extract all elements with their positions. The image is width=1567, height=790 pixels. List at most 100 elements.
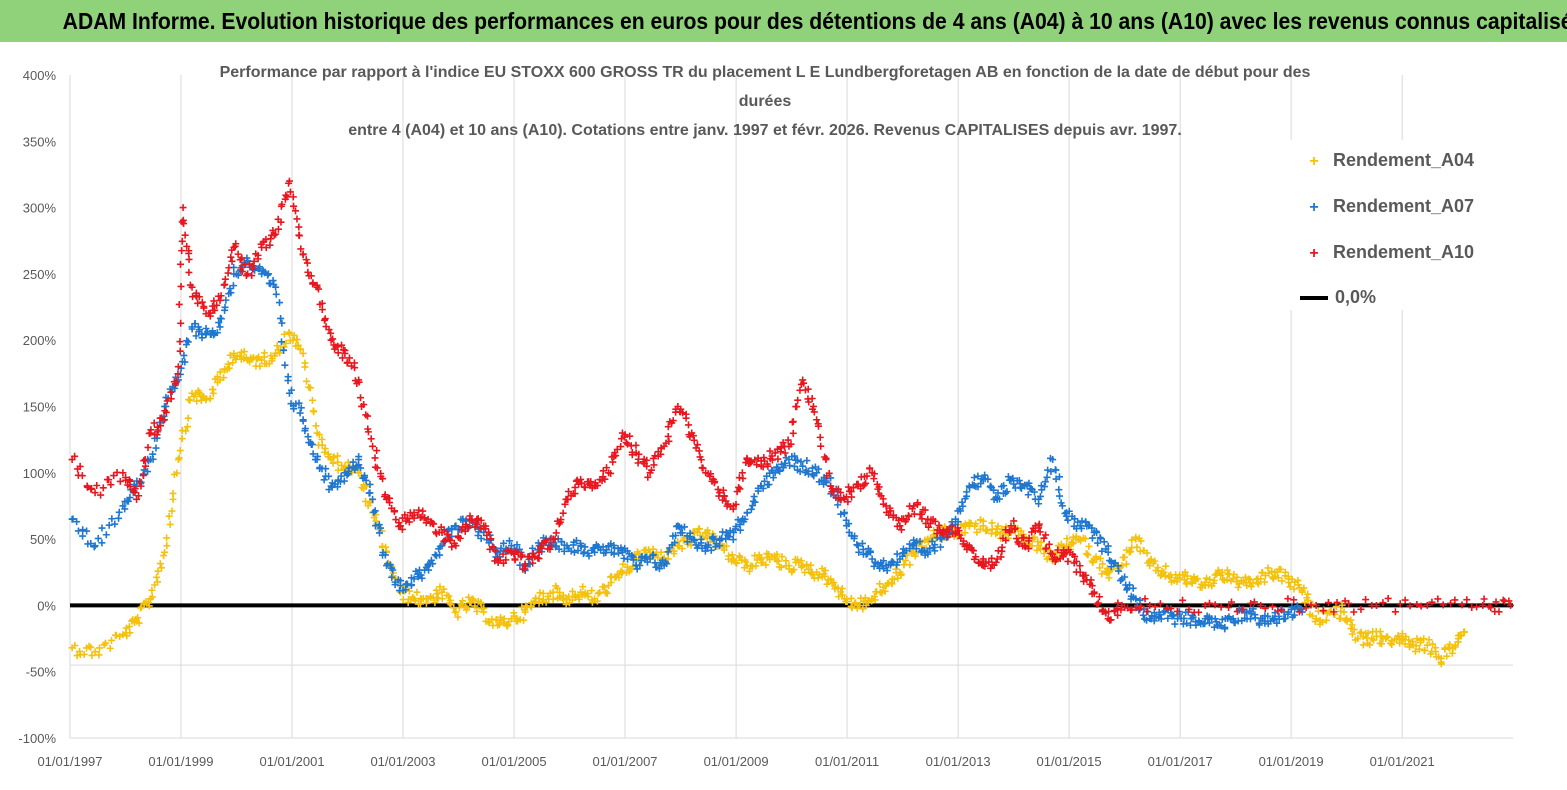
point-rendement-a10 bbox=[779, 439, 787, 447]
point-rendement-a04 bbox=[782, 557, 790, 565]
point-rendement-a10 bbox=[1005, 527, 1013, 535]
point-rendement-a04 bbox=[531, 598, 539, 606]
point-rendement-a04 bbox=[1197, 580, 1205, 588]
point-rendement-a04 bbox=[808, 571, 816, 579]
point-rendement-a10 bbox=[217, 292, 225, 300]
point-rendement-a10 bbox=[327, 329, 335, 337]
point-rendement-a07 bbox=[1030, 488, 1038, 496]
point-rendement-a07 bbox=[1055, 473, 1063, 481]
point-rendement-a10 bbox=[1205, 599, 1213, 607]
point-rendement-a04 bbox=[148, 593, 156, 601]
point-rendement-a04 bbox=[733, 559, 741, 567]
point-rendement-a04 bbox=[95, 644, 103, 652]
point-rendement-a10 bbox=[753, 461, 761, 469]
point-rendement-a04 bbox=[459, 597, 467, 605]
point-rendement-a10 bbox=[499, 550, 507, 558]
point-rendement-a04 bbox=[183, 423, 191, 431]
point-rendement-a04 bbox=[579, 583, 587, 591]
chart-title-line-2: durées bbox=[738, 93, 792, 110]
point-rendement-a10 bbox=[849, 484, 857, 492]
point-rendement-a10 bbox=[245, 261, 253, 269]
point-rendement-a10 bbox=[274, 225, 282, 233]
point-rendement-a10 bbox=[206, 312, 214, 320]
point-rendement-a10 bbox=[227, 253, 235, 261]
point-rendement-a10 bbox=[799, 376, 807, 384]
point-rendement-a07 bbox=[79, 526, 87, 534]
point-rendement-a07 bbox=[278, 319, 286, 327]
point-rendement-a04 bbox=[1133, 543, 1141, 551]
point-rendement-a07 bbox=[1025, 479, 1033, 487]
point-rendement-a10 bbox=[286, 188, 294, 196]
point-rendement-a07 bbox=[83, 527, 91, 535]
point-rendement-a07 bbox=[580, 548, 588, 556]
point-rendement-a04 bbox=[1318, 618, 1326, 626]
point-rendement-a07 bbox=[280, 346, 288, 354]
y-tick-label: 50% bbox=[30, 532, 56, 547]
point-rendement-a04 bbox=[1304, 596, 1312, 604]
point-rendement-a04 bbox=[463, 604, 471, 612]
point-rendement-a07 bbox=[924, 550, 932, 558]
point-rendement-a10 bbox=[404, 514, 412, 522]
point-rendement-a10 bbox=[732, 500, 740, 508]
point-rendement-a04 bbox=[1085, 542, 1093, 550]
point-rendement-a07 bbox=[1115, 567, 1123, 575]
point-rendement-a10 bbox=[344, 358, 352, 366]
point-rendement-a10 bbox=[254, 255, 262, 263]
point-rendement-a10 bbox=[1114, 599, 1122, 607]
point-rendement-a07 bbox=[1104, 548, 1112, 556]
point-rendement-a10 bbox=[735, 483, 743, 491]
point-rendement-a04 bbox=[961, 529, 969, 537]
point-rendement-a04 bbox=[458, 601, 466, 609]
point-rendement-a07 bbox=[213, 329, 221, 337]
point-rendement-a10 bbox=[119, 469, 127, 477]
point-rendement-a10 bbox=[1052, 556, 1060, 564]
point-rendement-a10 bbox=[1095, 593, 1103, 601]
point-rendement-a04 bbox=[827, 575, 835, 583]
point-rendement-a04 bbox=[226, 351, 234, 359]
point-rendement-a07 bbox=[322, 465, 330, 473]
point-rendement-a10 bbox=[419, 507, 427, 515]
point-rendement-a10 bbox=[405, 518, 413, 526]
point-rendement-a04 bbox=[785, 562, 793, 570]
point-rendement-a07 bbox=[1049, 456, 1057, 464]
point-rendement-a07 bbox=[845, 520, 853, 528]
point-rendement-a04 bbox=[615, 574, 623, 582]
point-rendement-a10 bbox=[371, 454, 379, 462]
point-rendement-a10 bbox=[216, 296, 224, 304]
point-rendement-a07 bbox=[624, 555, 632, 563]
point-rendement-a10 bbox=[297, 245, 305, 253]
point-rendement-a07 bbox=[281, 361, 289, 369]
point-rendement-a07 bbox=[192, 332, 200, 340]
point-rendement-a07 bbox=[1217, 622, 1225, 630]
point-rendement-a10 bbox=[547, 542, 555, 550]
point-rendement-a10 bbox=[295, 223, 303, 231]
point-rendement-a07 bbox=[108, 515, 116, 523]
point-rendement-a04 bbox=[195, 389, 203, 397]
point-rendement-a04 bbox=[169, 495, 177, 503]
point-rendement-a04 bbox=[600, 583, 608, 591]
point-rendement-a04 bbox=[1406, 643, 1414, 651]
point-rendement-a10 bbox=[289, 193, 297, 201]
point-rendement-a07 bbox=[813, 469, 821, 477]
point-rendement-a10 bbox=[896, 522, 904, 530]
point-rendement-a10 bbox=[1495, 608, 1503, 616]
point-rendement-a07 bbox=[637, 556, 645, 564]
point-rendement-a10 bbox=[1350, 608, 1358, 616]
point-rendement-a07 bbox=[633, 565, 641, 573]
point-rendement-a04 bbox=[1223, 566, 1231, 574]
point-rendement-a04 bbox=[695, 525, 703, 533]
point-rendement-a04 bbox=[253, 355, 261, 363]
point-rendement-a10 bbox=[1312, 601, 1320, 609]
point-rendement-a04 bbox=[835, 593, 843, 601]
point-rendement-a07 bbox=[216, 323, 224, 331]
point-rendement-a10 bbox=[345, 354, 353, 362]
point-rendement-a10 bbox=[720, 492, 728, 500]
point-rendement-a10 bbox=[542, 537, 550, 545]
point-rendement-a10 bbox=[262, 244, 270, 252]
point-rendement-a07 bbox=[327, 482, 335, 490]
point-rendement-a04 bbox=[629, 563, 637, 571]
point-rendement-a04 bbox=[732, 558, 740, 566]
point-rendement-a10 bbox=[644, 473, 652, 481]
point-rendement-a04 bbox=[1181, 568, 1189, 576]
legend-label-zero: 0,0% bbox=[1335, 287, 1377, 307]
